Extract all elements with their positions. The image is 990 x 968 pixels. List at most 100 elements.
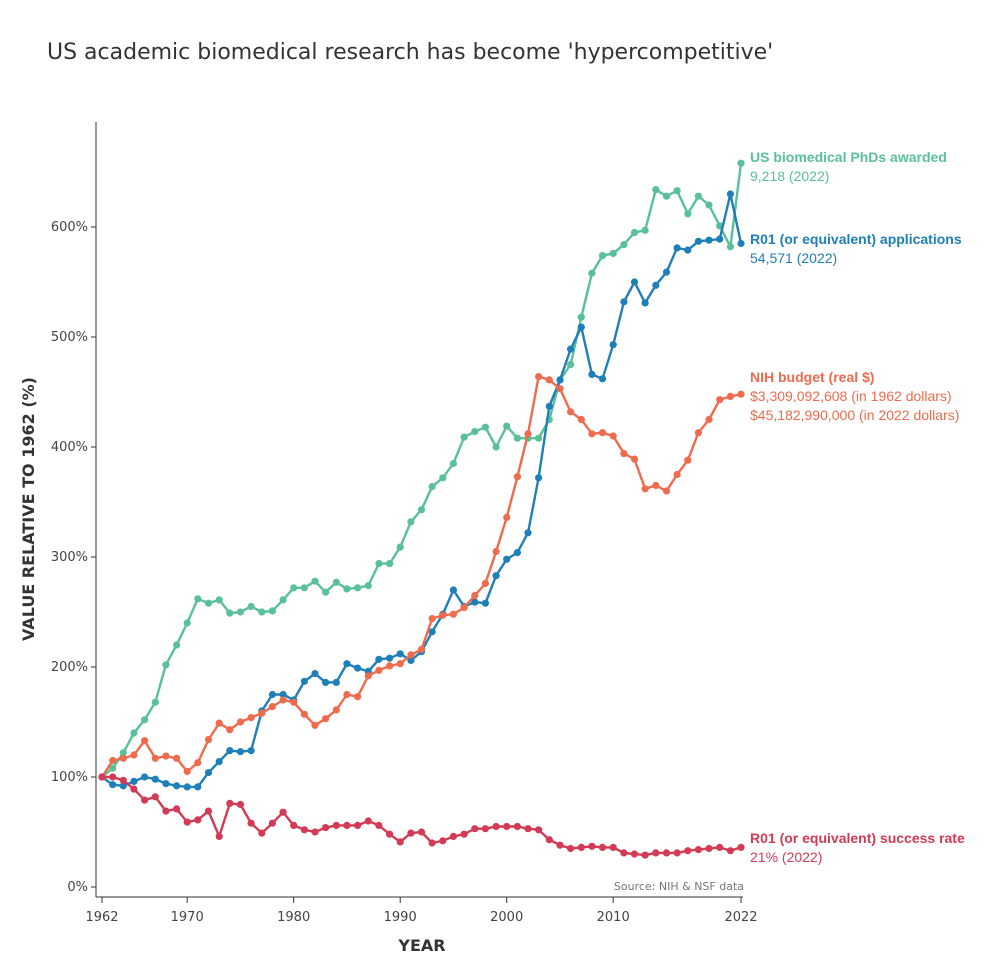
data-point xyxy=(449,459,457,468)
data-point xyxy=(258,829,266,837)
data-point xyxy=(407,829,415,837)
data-point xyxy=(183,767,191,776)
data-point xyxy=(98,773,106,781)
data-point xyxy=(194,759,202,767)
data-point xyxy=(290,584,298,592)
data-point xyxy=(428,615,436,623)
data-point xyxy=(449,610,457,618)
data-point xyxy=(716,843,724,852)
data-point xyxy=(386,662,394,670)
data-point xyxy=(471,591,479,600)
data-point xyxy=(343,585,351,593)
data-point xyxy=(354,821,362,830)
data-point xyxy=(641,299,649,307)
data-point xyxy=(705,844,713,853)
data-point xyxy=(236,748,244,756)
series-label-value-2: $45,182,990,000 (in 2022 dollars) xyxy=(750,407,959,423)
data-point xyxy=(417,645,426,654)
data-point xyxy=(705,201,713,209)
data-point xyxy=(332,678,340,687)
data-point xyxy=(300,677,308,685)
data-point xyxy=(428,839,436,847)
data-point xyxy=(194,783,202,791)
data-point xyxy=(268,690,276,699)
data-point xyxy=(620,298,628,306)
data-point xyxy=(481,825,489,833)
data-point xyxy=(673,849,681,857)
data-point xyxy=(236,608,244,616)
data-point xyxy=(641,485,649,493)
series-label-name: R01 (or equivalent) success rate xyxy=(750,830,965,846)
data-point xyxy=(204,736,213,744)
data-point xyxy=(726,243,735,251)
data-point xyxy=(279,808,287,816)
data-point xyxy=(481,599,489,607)
data-point xyxy=(460,830,468,838)
series-label-name: R01 (or equivalent) applications xyxy=(750,231,962,247)
data-point xyxy=(343,660,351,668)
data-point xyxy=(268,703,276,711)
x-tick-label: 1962 xyxy=(85,910,118,925)
data-point xyxy=(524,430,532,438)
data-point xyxy=(194,816,202,824)
data-point xyxy=(439,837,447,845)
data-point xyxy=(204,769,213,777)
data-point xyxy=(332,578,340,586)
data-point xyxy=(183,818,191,826)
data-point xyxy=(694,846,703,854)
data-point xyxy=(173,782,181,790)
data-point xyxy=(226,799,234,808)
data-point xyxy=(247,602,255,611)
data-point xyxy=(684,456,692,464)
data-point xyxy=(662,849,671,857)
data-point xyxy=(545,836,553,844)
data-point xyxy=(386,830,394,838)
data-point xyxy=(513,473,522,481)
data-point xyxy=(556,385,564,393)
data-point xyxy=(535,826,543,834)
data-point xyxy=(737,843,745,852)
data-point xyxy=(258,709,266,717)
data-point xyxy=(524,825,532,833)
data-point xyxy=(279,596,287,604)
data-point xyxy=(109,773,117,781)
data-point xyxy=(545,402,553,410)
data-point xyxy=(567,844,575,853)
x-tick-label: 2000 xyxy=(490,910,523,925)
data-point xyxy=(119,782,127,790)
data-point xyxy=(684,246,692,254)
series-r01-or-equivalent-success-rate xyxy=(98,773,745,859)
series-nih-budget-real xyxy=(98,373,745,781)
series-label: NIH budget (real $) $3,309,092,608 (in 19… xyxy=(750,369,959,423)
data-point xyxy=(130,729,138,737)
data-point xyxy=(407,651,415,659)
data-point xyxy=(609,341,617,349)
data-point xyxy=(588,842,596,850)
data-point xyxy=(535,474,543,482)
data-point xyxy=(556,376,564,384)
data-point xyxy=(492,443,500,451)
data-point xyxy=(577,415,585,424)
data-point xyxy=(641,226,649,234)
data-point xyxy=(439,474,447,482)
series-label-name: US biomedical PhDs awarded xyxy=(750,149,947,165)
data-point xyxy=(737,159,745,167)
x-tick-label: 1970 xyxy=(171,910,204,925)
data-point xyxy=(694,192,703,200)
data-point xyxy=(311,577,319,585)
data-point xyxy=(183,619,191,627)
series-label-value: $3,309,092,608 (in 1962 dollars) xyxy=(750,388,952,404)
data-point xyxy=(364,817,372,825)
data-point xyxy=(694,429,703,437)
data-point xyxy=(609,843,617,852)
series-line xyxy=(101,163,743,778)
data-point xyxy=(396,660,404,668)
y-axis-title: VALUE RELATIVE TO 1962 (%) xyxy=(19,377,38,641)
data-point xyxy=(726,190,735,198)
data-point xyxy=(662,192,671,200)
data-point xyxy=(396,838,404,846)
data-point xyxy=(162,752,170,760)
data-point xyxy=(226,726,234,734)
data-point xyxy=(503,822,511,831)
data-point xyxy=(162,661,170,669)
